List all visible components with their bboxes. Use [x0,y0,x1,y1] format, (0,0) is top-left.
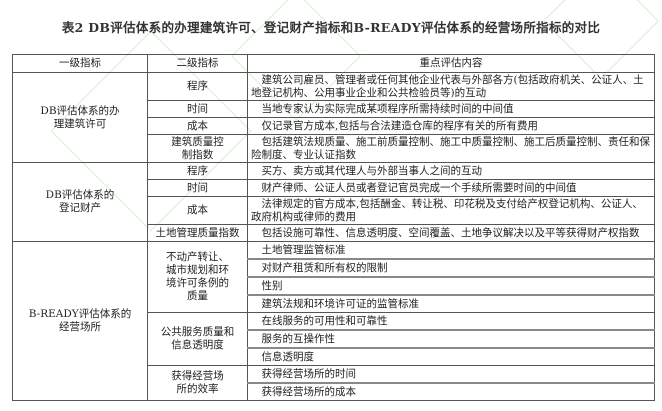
table-caption: 表2 DB评估体系的办理建筑许可、登记财产指标和B-READY评估体系的经营场所… [61,20,601,35]
content-cell: 买方、卖方或其代理人与外部当事人之间的互动 [247,162,655,180]
table-row: DB评估体系的登记财产 程序 买方、卖方或其代理人与外部当事人之间的互动 [12,162,655,242]
level2-cell: 公共服务质量和信息透明度 [147,312,248,366]
content-cell: 获得经营场所的时间 [247,365,655,384]
level1-cell: B-READY评估体系的经营场所 [12,241,148,401]
level1-cell: DB评估体系的登记财产 [12,162,148,242]
content-cell: 土地管理监管标准 [247,241,655,260]
content-cell: 信息透明度 [247,347,655,366]
table-row: 获得经营场所的成本 [13,382,655,401]
level1-cell: DB评估体系的办理建筑许可 [12,72,148,163]
content-cell: 法律规定的官方成本,包括酬金、转让税、印花税及支付给产权登记机构、公证人、政府机… [247,196,655,225]
level2-cell: 程序 [147,72,248,101]
content-cell: 包括设施可靠性、信息透明度、空间覆盖、土地争议解决以及平等获得财产权指数 [247,224,655,242]
table-row: 对财产租赁和所有权的限制 [13,258,655,278]
content-cell: 仅记录官方成本,包括与合法建造仓库的程序有关的所有费用 [247,117,655,135]
content-cell: 在线服务的可用性和可靠性 [247,312,655,331]
level2-cell: 获得经营场所的效率 [147,365,248,401]
table-row: B-READY评估体系的经营场所 不动产转让、城市规划和环境许可条例的质量 土地… [12,241,655,401]
table-row: 公共服务质量和信息透明度 在线服务的可用性和可靠性 [13,312,655,366]
content-cell: 财产律师、公证人员或者登记官员完成一个手续所需要时间的中间值 [247,179,655,197]
content-cell: 建筑公司雇员、管理者或任何其他企业代表与外部各方(包括政府机关、公证人、土地登记… [247,72,655,101]
content-cell: 性别 [247,276,655,296]
table-row: 成本 法律规定的官方成本,包括酬金、转让税、印花税及支付给产权登记机构、公证人、… [13,196,655,225]
content-cell: 当地专家认为实际完成某项程序所需持续时间的中间值 [247,100,655,118]
table-row: 时间 财产律师、公证人员或者登记官员完成一个手续所需要时间的中间值 [13,179,655,197]
content-cell: 服务的互操作性 [247,329,655,349]
table-row: DB评估体系的办理建筑许可 程序 建筑公司雇员、管理者或任何其他企业代表与外部各… [12,72,655,163]
level2-cell: 成本 [147,196,248,225]
table-row: 建筑质量控制指数 包括建筑法规质量、施工前质量控制、施工中质量控制、施工后质量控… [13,134,655,163]
level2-cell: 建筑质量控制指数 [147,134,248,163]
level2-cell: 时间 [147,100,248,118]
comparison-table: 一级指标 二级指标 重点评估内容 DB评估体系的办理建筑许可 程序 建筑公司雇员… [12,54,655,401]
content-cell: 包括建筑法规质量、施工前质量控制、施工中质量控制、施工后质量控制、责任和保险制度… [247,134,655,163]
level2-cell: 时间 [147,179,248,197]
level2-cell: 程序 [147,162,248,180]
table-row: 土地管理质量指数 包括设施可靠性、信息透明度、空间覆盖、土地争议解决以及平等获得… [13,224,655,242]
content-cell: 建筑法规和环境许可证的监管标准 [247,294,655,313]
header-content: 重点评估内容 [247,54,655,73]
level2-cell: 土地管理质量指数 [147,224,248,242]
content-cell: 对财产租赁和所有权的限制 [247,258,655,278]
table-row: 获得经营场所的效率 获得经营场所的时间 [13,365,655,401]
level2-cell: 不动产转让、城市规划和环境许可条例的质量 [147,241,248,313]
header-level2: 二级指标 [147,54,248,73]
header-row: 一级指标 二级指标 重点评估内容 [12,54,655,73]
header-level1: 一级指标 [12,54,148,73]
content-cell: 获得经营场所的成本 [247,382,655,401]
level2-cell: 成本 [147,117,248,135]
